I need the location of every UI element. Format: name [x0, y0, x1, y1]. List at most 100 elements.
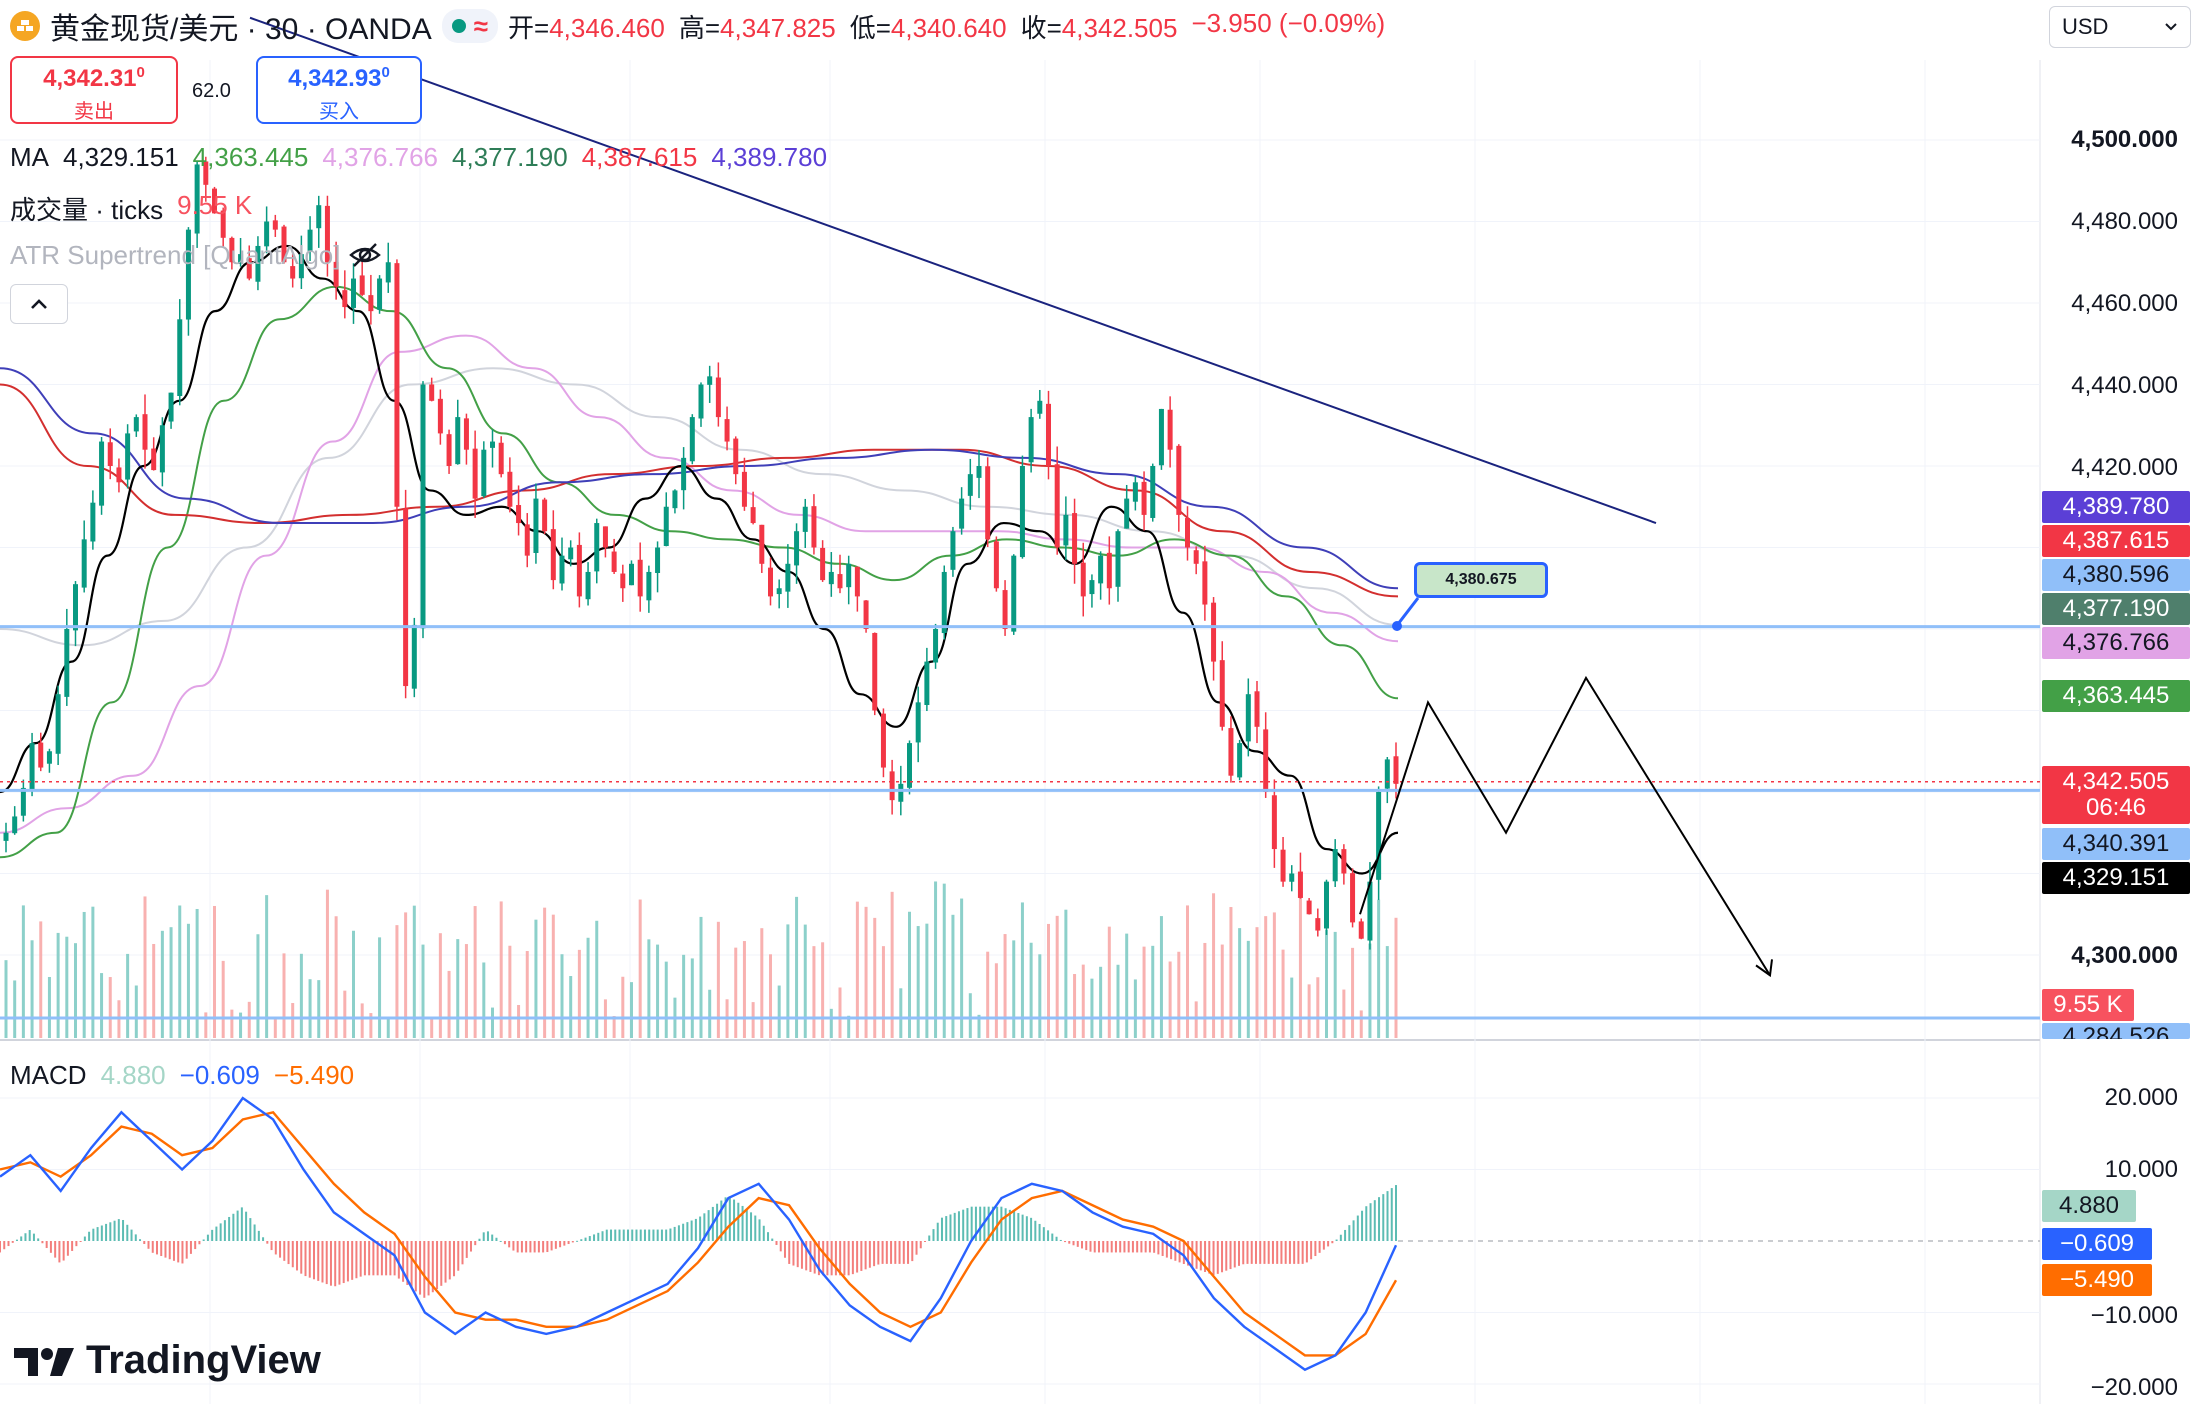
macd-histogram-bar [788, 1241, 791, 1264]
candle-body [759, 524, 765, 564]
macd-histogram-bar [1068, 1241, 1071, 1244]
volume-legend[interactable]: 成交量 · ticks 9.55 K [10, 190, 252, 227]
macd-histogram-bar [1242, 1241, 1245, 1265]
candle-body [898, 783, 904, 802]
macd-histogram-bar [1008, 1209, 1011, 1241]
candle-body [351, 278, 356, 308]
candle-body [133, 417, 139, 432]
volume-bar [134, 985, 138, 1038]
volume-bar [473, 906, 477, 1038]
macd-histogram-bar [385, 1241, 388, 1276]
candle-body [20, 787, 26, 816]
candle-body [967, 474, 973, 496]
candle-body [550, 529, 556, 581]
macd-histogram-bar [792, 1241, 795, 1266]
macd-label: MACD [10, 1060, 87, 1090]
eye-hidden-icon[interactable] [348, 240, 382, 270]
macd-histogram-bar [1047, 1230, 1050, 1241]
macd-histogram-bar [113, 1220, 116, 1241]
sell-price-sup: 0 [136, 64, 145, 81]
macd-histogram-bar [79, 1241, 82, 1242]
macd-histogram-bar [953, 1212, 956, 1241]
macd-histogram-bar [1110, 1241, 1113, 1253]
macd-histogram-bar [215, 1226, 218, 1241]
volume-bar [195, 908, 199, 1038]
volume-bar [56, 932, 60, 1038]
candle-body [411, 624, 417, 689]
candle-body [1367, 881, 1373, 941]
macd-histogram-bar [856, 1241, 859, 1273]
macd-histogram-bar [1212, 1241, 1215, 1276]
candle-body [1176, 445, 1182, 515]
macd-histogram-bar [1208, 1241, 1211, 1274]
macd-histogram-bar [329, 1241, 332, 1286]
macd-histogram-bar [817, 1241, 820, 1276]
macd-histogram-bar [100, 1225, 103, 1241]
candle-body [394, 263, 400, 507]
collapse-legend-button[interactable] [10, 284, 68, 324]
volume-bar [1151, 945, 1155, 1038]
volume-bar [1325, 929, 1328, 1038]
candle-body [854, 566, 860, 597]
candle-body [533, 498, 539, 553]
candle-body [1150, 466, 1156, 518]
candle-body [298, 254, 304, 279]
macd-legend[interactable]: MACD 4.880 −0.609 −5.490 [10, 1060, 354, 1091]
macd-histogram-bar [822, 1241, 825, 1276]
volume-bar [1055, 915, 1059, 1038]
macd-histogram-bar [300, 1241, 303, 1274]
macd-histogram-bar [529, 1241, 532, 1253]
macd-histogram-bar [576, 1240, 579, 1242]
ma-legend[interactable]: MA 4,329.151 4,363.445 4,376.766 4,377.1… [10, 142, 827, 173]
macd-histogram-bar [478, 1238, 481, 1241]
volume-bar [760, 928, 764, 1038]
market-status[interactable]: ≈ [441, 9, 498, 43]
macd-histogram-bar [92, 1228, 95, 1241]
candle-body [629, 563, 634, 586]
macd-histogram-bar [1271, 1241, 1274, 1264]
candle-body [959, 498, 965, 529]
candle-body [429, 384, 435, 401]
candle-body [594, 523, 600, 572]
candle-body [1089, 580, 1095, 595]
symbol-title[interactable]: 黄金现货/美元 · 30 · OANDA [50, 13, 432, 46]
candle-body [889, 771, 895, 801]
sell-button[interactable]: 4,342.310 卖出 [10, 56, 178, 124]
candle-body [715, 377, 721, 418]
macd-histogram-bar [890, 1241, 893, 1264]
candle-body [1393, 756, 1399, 784]
macd-histogram-bar [253, 1224, 256, 1241]
horizontal-levels[interactable] [0, 625, 2040, 1020]
volume-bar [908, 911, 911, 1038]
candle-body [1245, 694, 1251, 742]
volume-bar [213, 905, 216, 1038]
macd-histogram-bar [279, 1241, 282, 1258]
drawings[interactable] [249, 16, 1773, 978]
macd-histogram-bar [873, 1241, 876, 1267]
candle-body [524, 524, 530, 556]
tradingview-logo[interactable]: TradingView [14, 1338, 321, 1383]
candle-body [620, 573, 626, 589]
candle-body [90, 502, 96, 542]
volume-bar [456, 939, 460, 1038]
macd-histogram-bar [800, 1241, 803, 1269]
candle-body [116, 467, 122, 483]
macd-histogram-bar [919, 1241, 922, 1249]
macd-histogram-bar [1165, 1241, 1168, 1258]
macd-histogram-bar [1233, 1241, 1236, 1268]
macd-histogram-bar [1131, 1241, 1134, 1253]
buy-button[interactable]: 4,342.930 买入 [256, 56, 422, 124]
volume-bar [986, 951, 990, 1038]
ma-price-tag: 4,377.190 [2042, 593, 2190, 625]
currency-select[interactable]: USD [2049, 6, 2191, 48]
macd-signal-line [0, 1110, 1398, 1357]
ma-value-6: 4,389.780 [711, 142, 828, 172]
price-callout[interactable]: 4,380.675 [1414, 562, 1548, 598]
atr-legend[interactable]: ATR Supertrend [QuantAlgo] [10, 240, 382, 271]
volume-bar [352, 930, 355, 1038]
candle-body [1211, 602, 1217, 662]
candle-body [820, 547, 826, 581]
volume-bar [742, 941, 746, 1038]
macd-histogram-bar [219, 1223, 222, 1241]
